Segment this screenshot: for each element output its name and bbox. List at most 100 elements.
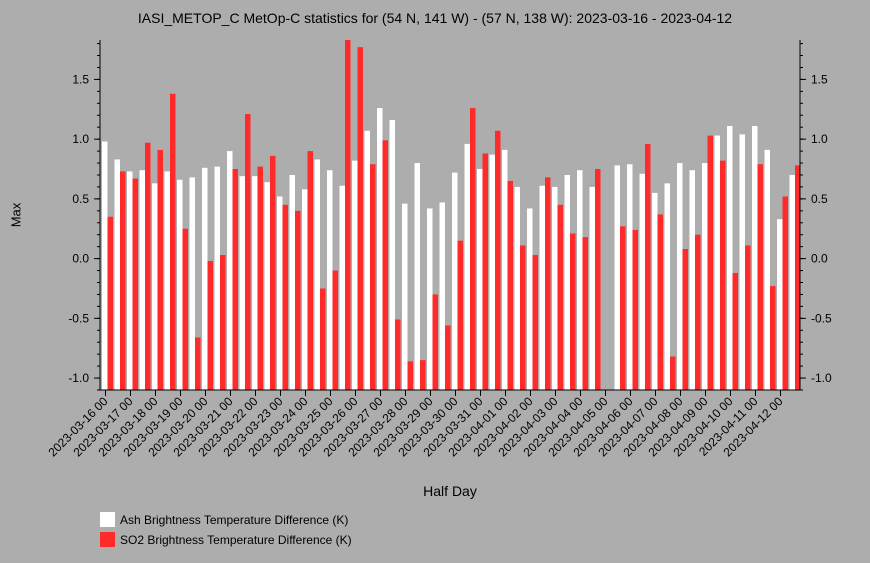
ash-bar-41 — [614, 165, 620, 390]
ash-bar-12 — [252, 176, 258, 390]
ash-bar-2 — [127, 171, 133, 390]
so2-bar-22 — [382, 140, 388, 390]
y-tick-label-right: -0.5 — [811, 311, 832, 325]
so2-bar-36 — [557, 204, 563, 390]
so2-bar-32 — [507, 180, 513, 390]
legend-swatch-so2 — [100, 532, 115, 547]
ash-bar-1 — [114, 159, 120, 390]
so2-bar-24 — [407, 361, 413, 390]
so2-bar-1 — [120, 171, 126, 390]
ash-bar-19 — [339, 185, 345, 390]
ash-bar-18 — [327, 170, 333, 390]
legend-label-ash: Ash Brightness Temperature Difference (K… — [120, 512, 349, 527]
ash-bar-16 — [302, 189, 308, 390]
ash-bar-9 — [214, 166, 220, 390]
ash-bar-4 — [152, 183, 158, 390]
so2-bar-13 — [270, 155, 276, 390]
so2-bar-26 — [432, 294, 438, 390]
so2-bar-48 — [707, 135, 713, 390]
y-tick-label-right: 1.0 — [811, 132, 828, 146]
so2-bar-31 — [495, 130, 501, 391]
ash-bar-42 — [627, 164, 633, 390]
ash-bar-39 — [589, 186, 595, 390]
ash-bar-25 — [414, 163, 420, 390]
ash-bar-10 — [227, 151, 233, 390]
ash-bar-31 — [489, 154, 495, 390]
ash-bar-28 — [452, 172, 458, 390]
ash-bar-52 — [752, 126, 758, 390]
y-tick-label-left: 0.5 — [72, 192, 89, 206]
ash-bar-29 — [464, 143, 470, 390]
so2-bar-43 — [645, 143, 651, 390]
so2-bar-29 — [470, 108, 476, 390]
so2-bar-30 — [482, 153, 488, 390]
ash-bar-21 — [364, 130, 370, 391]
ash-bar-8 — [202, 167, 208, 390]
so2-bar-6 — [182, 228, 188, 390]
so2-bar-4 — [157, 149, 163, 390]
ash-bar-51 — [739, 134, 745, 390]
so2-bar-16 — [307, 151, 313, 390]
so2-bar-2 — [132, 178, 138, 390]
so2-bar-35 — [545, 177, 551, 390]
ash-bar-50 — [727, 126, 733, 390]
ash-bar-27 — [439, 202, 445, 390]
so2-bar-47 — [695, 234, 701, 390]
y-tick-label-right: -1.0 — [811, 371, 832, 385]
ash-bar-20 — [352, 160, 358, 390]
ash-bar-48 — [702, 163, 708, 390]
so2-bar-11 — [245, 114, 251, 390]
so2-bar-18 — [332, 270, 338, 390]
ash-bar-0 — [102, 141, 108, 390]
x-axis-label: Half Day — [423, 483, 477, 499]
so2-bar-8 — [207, 260, 213, 390]
ash-bar-55 — [789, 174, 795, 390]
chart-title: IASI_METOP_C MetOp-C statistics for (54 … — [137, 10, 733, 26]
ash-bar-53 — [764, 149, 770, 390]
y-tick-label-left: -0.5 — [68, 311, 89, 325]
so2-bar-50 — [732, 272, 738, 390]
legend-label-so2: SO2 Brightness Temperature Difference (K… — [120, 532, 352, 547]
ash-bar-5 — [164, 171, 170, 390]
so2-bar-37 — [570, 233, 576, 390]
y-tick-label-left: 1.5 — [72, 72, 89, 86]
so2-bar-23 — [395, 319, 401, 390]
ash-bar-35 — [539, 185, 545, 390]
ash-bar-26 — [427, 208, 433, 390]
ash-bar-22 — [377, 108, 383, 390]
so2-bar-38 — [582, 237, 588, 390]
ash-bar-15 — [289, 174, 295, 390]
legend-item-so2: SO2 Brightness Temperature Difference (K… — [100, 532, 352, 547]
so2-bar-52 — [757, 164, 763, 390]
y-tick-label-right: 0.0 — [811, 252, 828, 266]
ash-bar-13 — [264, 182, 270, 390]
ash-bar-32 — [502, 149, 508, 390]
so2-bar-54 — [782, 196, 788, 390]
so2-bar-33 — [520, 245, 526, 390]
ash-bar-6 — [177, 179, 183, 390]
y-tick-label-right: 1.5 — [811, 72, 828, 86]
so2-bar-21 — [370, 164, 376, 390]
ash-bar-23 — [389, 120, 395, 391]
ash-bar-34 — [527, 208, 533, 390]
ash-bar-30 — [477, 169, 483, 390]
so2-bar-34 — [532, 255, 538, 390]
so2-bar-14 — [282, 204, 288, 390]
so2-bar-46 — [682, 249, 688, 390]
ash-bar-11 — [239, 176, 245, 390]
so2-bar-27 — [445, 325, 451, 390]
y-tick-label-right: 0.5 — [811, 192, 828, 206]
so2-bar-3 — [145, 142, 151, 390]
ash-bar-36 — [552, 186, 558, 390]
ash-bar-46 — [677, 163, 683, 390]
so2-bar-19 — [345, 40, 351, 390]
ash-bar-24 — [402, 203, 408, 390]
so2-bar-20 — [357, 47, 363, 390]
y-tick-label-left: 0.0 — [72, 252, 89, 266]
ash-bar-47 — [689, 170, 695, 390]
y-tick-label-left: 1.0 — [72, 132, 89, 146]
so2-bar-12 — [257, 166, 263, 390]
ash-bar-38 — [577, 170, 583, 390]
ash-bar-3 — [139, 170, 145, 390]
ash-bar-44 — [652, 192, 658, 390]
